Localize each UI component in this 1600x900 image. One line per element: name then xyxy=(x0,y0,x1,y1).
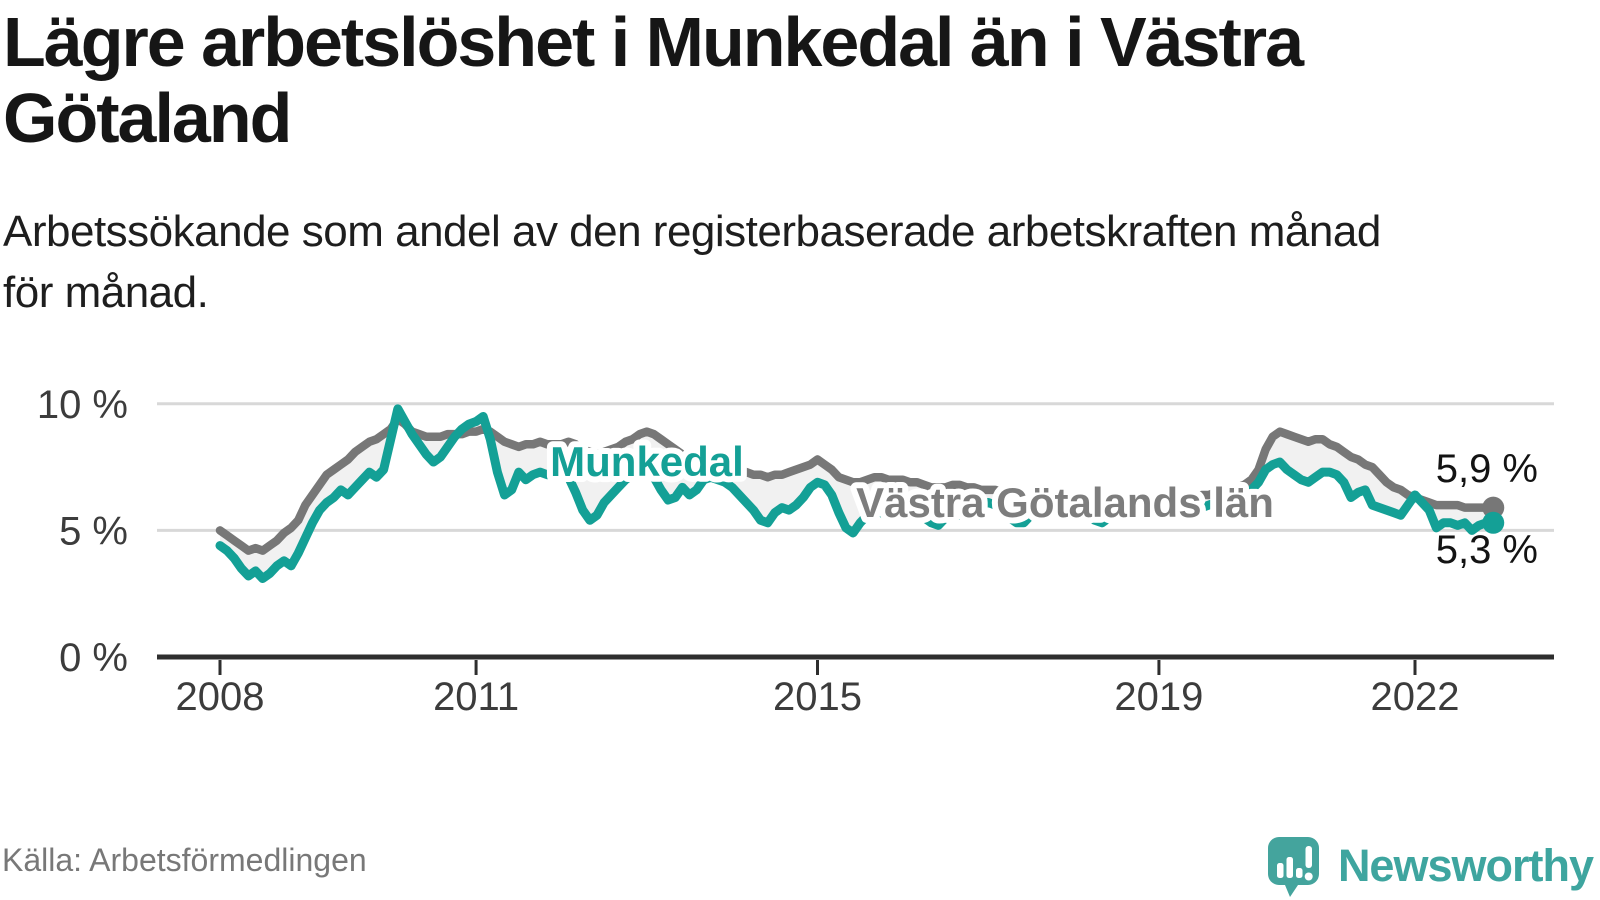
source-note: Källa: Arbetsförmedlingen xyxy=(2,842,367,878)
end-value-vastra-gotaland: 5,9 % xyxy=(1436,447,1538,491)
x-tick-label-2019: 2019 xyxy=(1114,675,1203,719)
end-dot-munkedal xyxy=(1482,511,1505,534)
series-label-vastra-gotaland: Västra Götalands län xyxy=(856,479,1274,526)
line-vastra-gotaland xyxy=(215,414,1498,555)
chart-subtitle-line-1: Arbetssökande som andel av den registerb… xyxy=(3,207,1381,256)
x-tick-label-2008: 2008 xyxy=(176,675,265,719)
chart-subtitle-line-2: för månad. xyxy=(3,268,209,317)
end-dot-vastra-gotaland xyxy=(1482,496,1505,519)
y-tick-label-0: 0 % xyxy=(59,636,128,680)
newsworthy-logo: Newsworthy xyxy=(1265,834,1594,898)
line-munkedal xyxy=(215,404,1498,584)
y-tick-label-10: 10 % xyxy=(37,383,128,427)
x-tick-label-2015: 2015 xyxy=(773,675,862,719)
page-title-line-2: Götaland xyxy=(3,79,292,157)
end-value-munkedal: 5,3 % xyxy=(1436,528,1538,572)
y-tick-label-5: 5 % xyxy=(59,509,128,553)
page-title: Lägre arbetslöshet i Munkedal än i Västr… xyxy=(3,3,1304,157)
series-gap-band xyxy=(220,408,1494,579)
newsworthy-wordmark: Newsworthy xyxy=(1337,840,1594,891)
chart-axes: 0 % 5 % 10 % 2008 2011 2015 2019 2022 xyxy=(37,383,1554,719)
series-label-munkedal: Munkedal xyxy=(550,438,744,485)
chart-subtitle: Arbetssökande som andel av den registerb… xyxy=(3,201,1381,323)
page-title-line-1: Lägre arbetslöshet i Munkedal än i Västr… xyxy=(3,3,1304,81)
x-tick-label-2011: 2011 xyxy=(433,675,519,719)
newsworthy-bubble-icon xyxy=(1267,836,1319,897)
x-tick-label-2022: 2022 xyxy=(1371,675,1460,719)
